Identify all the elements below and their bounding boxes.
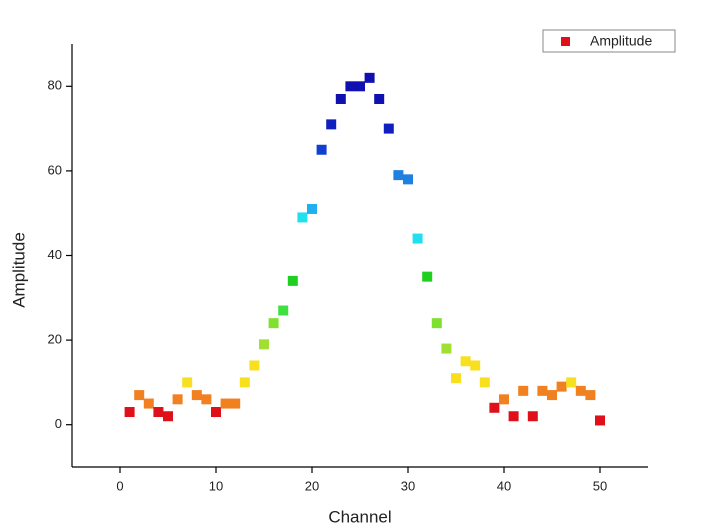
y-tick-label: 20 (48, 332, 62, 347)
point (230, 398, 241, 409)
point (566, 377, 577, 388)
x-tick-label: 40 (497, 478, 511, 493)
point (287, 275, 298, 286)
point (163, 411, 173, 422)
y-tick-label: 40 (48, 247, 62, 262)
legend-label: Amplitude (590, 33, 652, 49)
point (249, 360, 260, 371)
x-tick-label: 30 (401, 478, 415, 493)
legend-marker (561, 37, 570, 46)
y-tick-label: 80 (48, 78, 62, 93)
y-tick-label: 60 (48, 162, 62, 177)
point (259, 339, 269, 350)
point (278, 305, 289, 316)
point (422, 271, 433, 282)
point (556, 381, 567, 392)
point (124, 407, 135, 418)
point (595, 415, 605, 426)
point (393, 170, 404, 181)
point (211, 407, 221, 418)
point (431, 318, 442, 329)
point (374, 93, 385, 104)
x-tick-label: 50 (593, 478, 607, 493)
point (268, 318, 279, 329)
point (383, 123, 394, 134)
point (575, 385, 586, 396)
point (489, 402, 500, 413)
legend-box (542, 29, 676, 53)
point (479, 377, 490, 388)
point (499, 394, 509, 405)
y-tick-label: 0 (55, 416, 62, 431)
point (297, 212, 308, 223)
point (441, 343, 452, 354)
point (585, 390, 596, 401)
x-axis-label: Channel (328, 507, 391, 526)
point (460, 356, 471, 367)
point (518, 385, 529, 396)
point (182, 377, 193, 388)
point (508, 411, 519, 422)
point (134, 390, 145, 401)
point (143, 398, 154, 409)
point (345, 81, 356, 92)
point (220, 398, 231, 409)
x-tick-label: 0 (116, 478, 123, 493)
point (527, 411, 538, 422)
x-tick-label: 20 (305, 478, 319, 493)
point (412, 233, 423, 244)
x-tick-label: 10 (209, 478, 223, 493)
point (335, 93, 346, 104)
point (451, 373, 461, 384)
y-axis-label: Amplitude (9, 232, 28, 308)
point (153, 407, 164, 418)
point (201, 394, 212, 405)
point (316, 144, 327, 155)
point (307, 203, 317, 214)
point (470, 360, 481, 371)
point (364, 72, 375, 83)
point (172, 394, 183, 405)
point (547, 390, 557, 401)
point (537, 385, 548, 396)
point (239, 377, 250, 388)
point (191, 390, 202, 401)
point (326, 119, 337, 130)
point (355, 81, 365, 92)
point (403, 174, 413, 185)
